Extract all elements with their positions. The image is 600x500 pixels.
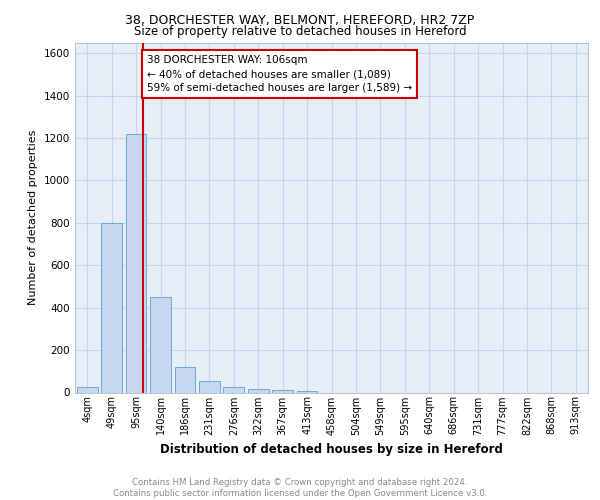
Text: 38, DORCHESTER WAY, BELMONT, HEREFORD, HR2 7ZP: 38, DORCHESTER WAY, BELMONT, HEREFORD, H… bbox=[125, 14, 475, 27]
Bar bbox=[175, 367, 196, 392]
Bar bbox=[150, 297, 171, 392]
Bar bbox=[248, 390, 269, 392]
Text: 38 DORCHESTER WAY: 106sqm
← 40% of detached houses are smaller (1,089)
59% of se: 38 DORCHESTER WAY: 106sqm ← 40% of detac… bbox=[147, 55, 412, 93]
Bar bbox=[77, 387, 98, 392]
Text: Contains HM Land Registry data © Crown copyright and database right 2024.
Contai: Contains HM Land Registry data © Crown c… bbox=[113, 478, 487, 498]
Bar bbox=[125, 134, 146, 392]
Bar bbox=[223, 386, 244, 392]
X-axis label: Distribution of detached houses by size in Hereford: Distribution of detached houses by size … bbox=[160, 443, 503, 456]
Bar bbox=[272, 390, 293, 392]
Y-axis label: Number of detached properties: Number of detached properties bbox=[28, 130, 38, 305]
Bar bbox=[296, 391, 317, 392]
Text: Size of property relative to detached houses in Hereford: Size of property relative to detached ho… bbox=[134, 25, 466, 38]
Bar bbox=[199, 381, 220, 392]
Bar bbox=[101, 223, 122, 392]
